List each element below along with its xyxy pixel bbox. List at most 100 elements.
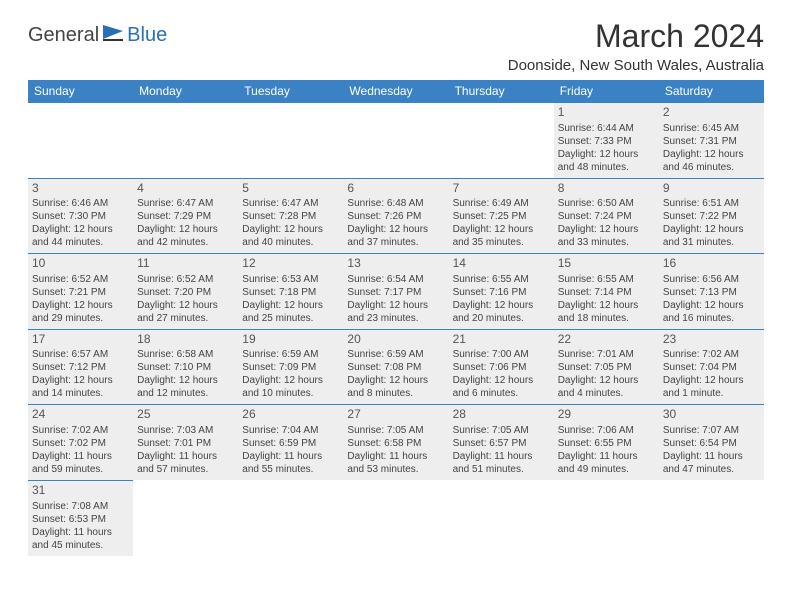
day-header: Thursday [449,80,554,103]
calendar-week: 17Sunrise: 6:57 AMSunset: 7:12 PMDayligh… [28,329,764,405]
day-number: 2 [663,105,760,121]
sunset-line: Sunset: 7:20 PM [137,286,234,299]
daylight-line: Daylight: 12 hours and 16 minutes. [663,299,760,325]
calendar-cell: 10Sunrise: 6:52 AMSunset: 7:21 PMDayligh… [28,254,133,330]
day-number: 6 [347,181,444,197]
daylight-line: Daylight: 11 hours and 49 minutes. [558,450,655,476]
calendar-cell [28,103,133,179]
day-number: 28 [453,407,550,423]
calendar-cell [238,480,343,555]
calendar-cell: 9Sunrise: 6:51 AMSunset: 7:22 PMDaylight… [659,178,764,254]
calendar-cell: 30Sunrise: 7:07 AMSunset: 6:54 PMDayligh… [659,405,764,481]
sunrise-line: Sunrise: 6:57 AM [32,348,129,361]
calendar-cell [133,480,238,555]
sunset-line: Sunset: 7:13 PM [663,286,760,299]
day-number: 3 [32,181,129,197]
day-number: 27 [347,407,444,423]
sunrise-line: Sunrise: 6:44 AM [558,122,655,135]
daylight-line: Daylight: 12 hours and 25 minutes. [242,299,339,325]
daylight-line: Daylight: 12 hours and 46 minutes. [663,148,760,174]
daylight-line: Daylight: 12 hours and 27 minutes. [137,299,234,325]
calendar-table: SundayMondayTuesdayWednesdayThursdayFrid… [28,80,764,556]
sunrise-line: Sunrise: 6:54 AM [347,273,444,286]
daylight-line: Daylight: 12 hours and 1 minute. [663,374,760,400]
calendar-cell: 17Sunrise: 6:57 AMSunset: 7:12 PMDayligh… [28,329,133,405]
daylight-line: Daylight: 12 hours and 31 minutes. [663,223,760,249]
daylight-line: Daylight: 12 hours and 35 minutes. [453,223,550,249]
sunset-line: Sunset: 7:14 PM [558,286,655,299]
calendar-cell: 18Sunrise: 6:58 AMSunset: 7:10 PMDayligh… [133,329,238,405]
day-number: 24 [32,407,129,423]
sunset-line: Sunset: 7:16 PM [453,286,550,299]
sunrise-line: Sunrise: 7:01 AM [558,348,655,361]
day-header: Saturday [659,80,764,103]
day-number: 13 [347,256,444,272]
calendar-cell: 28Sunrise: 7:05 AMSunset: 6:57 PMDayligh… [449,405,554,481]
calendar-cell [343,480,448,555]
daylight-line: Daylight: 12 hours and 23 minutes. [347,299,444,325]
calendar-cell [343,103,448,179]
calendar-cell: 22Sunrise: 7:01 AMSunset: 7:05 PMDayligh… [554,329,659,405]
sunrise-line: Sunrise: 6:55 AM [453,273,550,286]
sunrise-line: Sunrise: 6:59 AM [242,348,339,361]
flag-icon [103,25,125,46]
sunset-line: Sunset: 7:25 PM [453,210,550,223]
sunset-line: Sunset: 6:53 PM [32,513,129,526]
sunset-line: Sunset: 7:18 PM [242,286,339,299]
daylight-line: Daylight: 12 hours and 37 minutes. [347,223,444,249]
sunset-line: Sunset: 7:06 PM [453,361,550,374]
sunset-line: Sunset: 6:59 PM [242,437,339,450]
sunrise-line: Sunrise: 6:52 AM [32,273,129,286]
calendar-cell [554,480,659,555]
sunset-line: Sunset: 7:01 PM [137,437,234,450]
calendar-week: 3Sunrise: 6:46 AMSunset: 7:30 PMDaylight… [28,178,764,254]
daylight-line: Daylight: 11 hours and 57 minutes. [137,450,234,476]
calendar-cell: 16Sunrise: 6:56 AMSunset: 7:13 PMDayligh… [659,254,764,330]
sunrise-line: Sunrise: 7:05 AM [453,424,550,437]
day-number: 30 [663,407,760,423]
day-number: 29 [558,407,655,423]
sunset-line: Sunset: 7:28 PM [242,210,339,223]
day-number: 22 [558,332,655,348]
calendar-cell: 29Sunrise: 7:06 AMSunset: 6:55 PMDayligh… [554,405,659,481]
sunset-line: Sunset: 7:12 PM [32,361,129,374]
sunrise-line: Sunrise: 6:52 AM [137,273,234,286]
day-number: 11 [137,256,234,272]
sunrise-line: Sunrise: 6:46 AM [32,197,129,210]
daylight-line: Daylight: 11 hours and 47 minutes. [663,450,760,476]
calendar-cell: 4Sunrise: 6:47 AMSunset: 7:29 PMDaylight… [133,178,238,254]
sunset-line: Sunset: 7:24 PM [558,210,655,223]
calendar-cell: 19Sunrise: 6:59 AMSunset: 7:09 PMDayligh… [238,329,343,405]
day-number: 21 [453,332,550,348]
sunrise-line: Sunrise: 6:47 AM [137,197,234,210]
calendar-cell: 26Sunrise: 7:04 AMSunset: 6:59 PMDayligh… [238,405,343,481]
daylight-line: Daylight: 12 hours and 20 minutes. [453,299,550,325]
calendar-cell [449,103,554,179]
calendar-cell: 24Sunrise: 7:02 AMSunset: 7:02 PMDayligh… [28,405,133,481]
sunset-line: Sunset: 7:33 PM [558,135,655,148]
sunrise-line: Sunrise: 6:55 AM [558,273,655,286]
calendar-cell: 11Sunrise: 6:52 AMSunset: 7:20 PMDayligh… [133,254,238,330]
sunrise-line: Sunrise: 6:58 AM [137,348,234,361]
calendar-cell: 7Sunrise: 6:49 AMSunset: 7:25 PMDaylight… [449,178,554,254]
calendar-cell: 8Sunrise: 6:50 AMSunset: 7:24 PMDaylight… [554,178,659,254]
daylight-line: Daylight: 12 hours and 48 minutes. [558,148,655,174]
daylight-line: Daylight: 12 hours and 8 minutes. [347,374,444,400]
calendar-cell [659,480,764,555]
calendar-week: 10Sunrise: 6:52 AMSunset: 7:21 PMDayligh… [28,254,764,330]
sunset-line: Sunset: 6:58 PM [347,437,444,450]
daylight-line: Daylight: 12 hours and 12 minutes. [137,374,234,400]
calendar-cell: 23Sunrise: 7:02 AMSunset: 7:04 PMDayligh… [659,329,764,405]
daylight-line: Daylight: 12 hours and 29 minutes. [32,299,129,325]
day-header: Wednesday [343,80,448,103]
daylight-line: Daylight: 12 hours and 4 minutes. [558,374,655,400]
sunset-line: Sunset: 7:04 PM [663,361,760,374]
calendar-cell: 5Sunrise: 6:47 AMSunset: 7:28 PMDaylight… [238,178,343,254]
sunrise-line: Sunrise: 7:05 AM [347,424,444,437]
sunset-line: Sunset: 7:26 PM [347,210,444,223]
calendar-cell: 14Sunrise: 6:55 AMSunset: 7:16 PMDayligh… [449,254,554,330]
day-number: 16 [663,256,760,272]
day-number: 9 [663,181,760,197]
sunrise-line: Sunrise: 6:50 AM [558,197,655,210]
daylight-line: Daylight: 11 hours and 59 minutes. [32,450,129,476]
